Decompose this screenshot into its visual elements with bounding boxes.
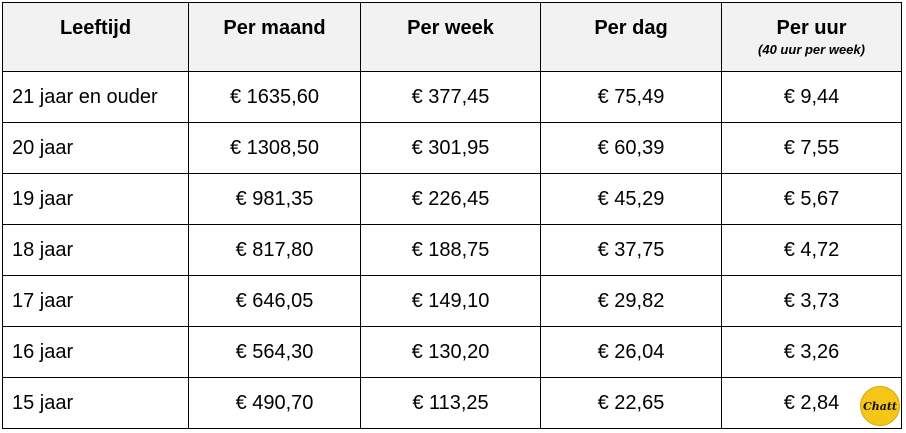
age-cell: 17 jaar (2, 275, 189, 327)
week-cell: € 226,45 (360, 173, 541, 225)
day-cell: € 60,39 (540, 122, 722, 174)
day-cell: € 37,75 (540, 224, 722, 276)
hour-cell: € 7,55 (721, 122, 902, 174)
table-row: 21 jaar en ouder € 1635,60 € 377,45 € 75… (2, 71, 902, 123)
table-row: 20 jaar € 1308,50 € 301,95 € 60,39 € 7,5… (2, 122, 902, 174)
header-day: Per dag (540, 2, 722, 72)
week-cell: € 113,25 (360, 377, 541, 429)
day-cell: € 45,29 (540, 173, 722, 225)
month-cell: € 1308,50 (188, 122, 361, 174)
hour-cell: € 3,73 (721, 275, 902, 327)
minimum-wage-table: Leeftijd Per maand Per week Per dag Per … (2, 2, 902, 429)
table-row: 18 jaar € 817,80 € 188,75 € 37,75 € 4,72 (2, 224, 902, 276)
day-cell: € 75,49 (540, 71, 722, 123)
hour-cell: € 4,72 (721, 224, 902, 276)
age-cell: 21 jaar en ouder (2, 71, 189, 123)
week-cell: € 377,45 (360, 71, 541, 123)
age-cell: 19 jaar (2, 173, 189, 225)
age-cell: 15 jaar (2, 377, 189, 429)
header-row: Leeftijd Per maand Per week Per dag Per … (2, 2, 902, 72)
week-cell: € 149,10 (360, 275, 541, 327)
month-cell: € 490,70 (188, 377, 361, 429)
month-cell: € 817,80 (188, 224, 361, 276)
month-cell: € 981,35 (188, 173, 361, 225)
month-cell: € 564,30 (188, 326, 361, 378)
table-row: 17 jaar € 646,05 € 149,10 € 29,82 € 3,73 (2, 275, 902, 327)
age-cell: 20 jaar (2, 122, 189, 174)
table-row: 16 jaar € 564,30 € 130,20 € 26,04 € 3,26 (2, 326, 902, 378)
table-row: 19 jaar € 981,35 € 226,45 € 45,29 € 5,67 (2, 173, 902, 225)
hour-cell: € 5,67 (721, 173, 902, 225)
week-cell: € 130,20 (360, 326, 541, 378)
age-cell: 16 jaar (2, 326, 189, 378)
brand-logo: Chatt (860, 386, 900, 426)
day-cell: € 22,65 (540, 377, 722, 429)
hour-cell: € 9,44 (721, 71, 902, 123)
month-cell: € 646,05 (188, 275, 361, 327)
week-cell: € 301,95 (360, 122, 541, 174)
header-hour: Per uur (40 uur per week) (721, 2, 902, 72)
day-cell: € 26,04 (540, 326, 722, 378)
age-cell: 18 jaar (2, 224, 189, 276)
header-hour-label: Per uur (776, 17, 847, 39)
hour-cell: € 3,26 (721, 326, 902, 378)
week-cell: € 188,75 (360, 224, 541, 276)
header-month: Per maand (188, 2, 361, 72)
brand-logo-text: Chatt (862, 399, 898, 413)
header-hour-note: (40 uur per week) (758, 42, 865, 57)
table-row: 15 jaar € 490,70 € 113,25 € 22,65 € 2,84 (2, 377, 902, 429)
header-week: Per week (360, 2, 541, 72)
header-age: Leeftijd (2, 2, 189, 72)
day-cell: € 29,82 (540, 275, 722, 327)
month-cell: € 1635,60 (188, 71, 361, 123)
